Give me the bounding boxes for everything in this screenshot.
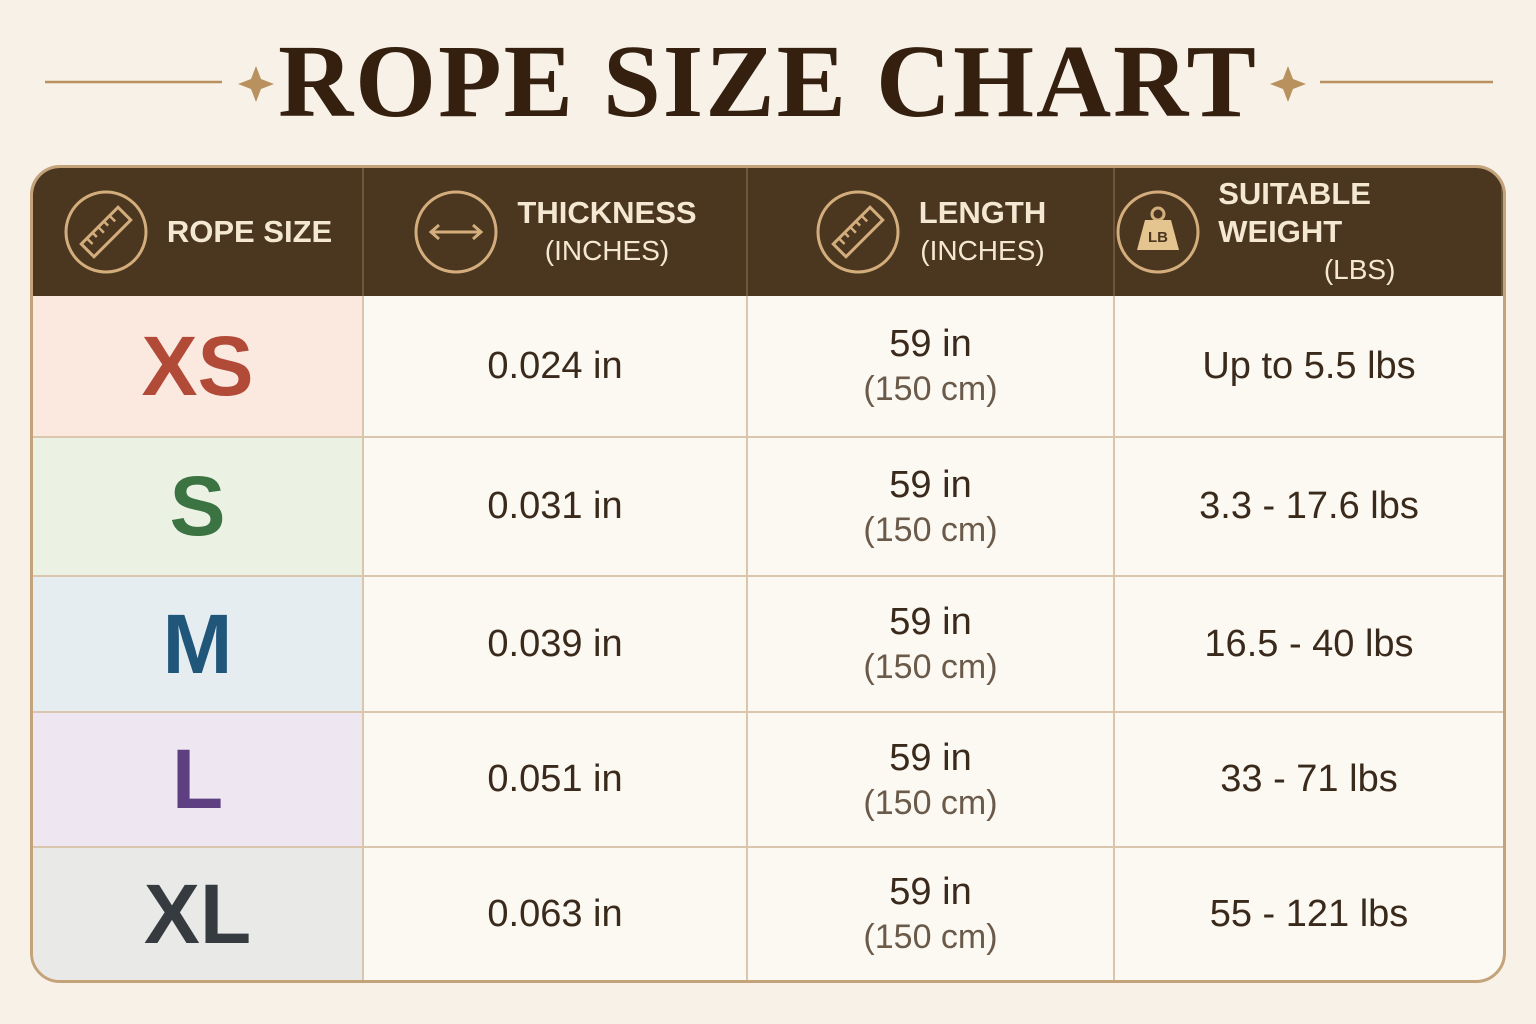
- length-value: 59 in: [889, 463, 972, 506]
- size-cell: L: [33, 713, 364, 848]
- thickness-cell: 0.039 in: [364, 577, 748, 713]
- header-sub: (INCHES): [544, 235, 670, 266]
- thickness-cell: 0.024 in: [364, 296, 748, 438]
- weight-value: 33 - 71 lbs: [1220, 758, 1398, 800]
- length-cm: (150 cm): [863, 648, 998, 686]
- header-sub: (INCHES): [920, 235, 1045, 266]
- length-cm: (150 cm): [863, 783, 998, 822]
- thickness-value: 0.039 in: [487, 622, 623, 665]
- weight-cell: Up to 5.5 lbs: [1115, 296, 1503, 438]
- thickness-value: 0.063 in: [487, 892, 623, 935]
- header-label: THICKNESS: [517, 195, 697, 230]
- header-cell: LB SUITABLE WEIGHT (LBS): [1115, 168, 1503, 296]
- size-label: M: [162, 596, 233, 691]
- weight-cell: 55 - 121 lbs: [1115, 848, 1503, 980]
- weight-value: 16.5 - 40 lbs: [1204, 622, 1414, 665]
- length-cell: 59 in (150 cm): [748, 713, 1115, 848]
- ruler-icon: [816, 190, 900, 274]
- length-cell: 59 in (150 cm): [748, 296, 1115, 438]
- length-cm: (150 cm): [863, 370, 998, 408]
- size-cell: S: [33, 438, 364, 577]
- size-label: XS: [141, 318, 254, 413]
- thickness-value: 0.031 in: [487, 485, 623, 527]
- ruler-icon: [64, 190, 148, 274]
- weight-cell: 16.5 - 40 lbs: [1115, 577, 1503, 713]
- weight-value: 55 - 121 lbs: [1209, 892, 1409, 935]
- length-cell: 59 in (150 cm): [748, 848, 1115, 980]
- header-cell: ROPE SIZE: [33, 168, 364, 296]
- title-decoration: [45, 66, 1493, 102]
- size-cell: XS: [33, 296, 364, 438]
- thickness-cell: 0.063 in: [364, 848, 748, 980]
- weight-icon: LB: [1116, 190, 1200, 274]
- length-value: 59 in: [889, 871, 972, 913]
- header-label: LENGTH: [918, 195, 1047, 230]
- size-cell: M: [33, 577, 364, 713]
- length-cell: 59 in (150 cm): [748, 438, 1115, 577]
- size-table: ROPE SIZE THICKNESS (INCHES) LENGTH (INCHE…: [30, 165, 1506, 983]
- arrow-icon: [414, 190, 498, 274]
- header-cell: LENGTH (INCHES): [748, 168, 1115, 296]
- title: ROPE SIZE CHART: [278, 24, 1258, 139]
- length-value: 59 in: [889, 601, 972, 643]
- length-value: 59 in: [889, 323, 972, 365]
- thickness-value: 0.024 in: [487, 344, 623, 387]
- weight-cell: 3.3 - 17.6 lbs: [1115, 438, 1503, 577]
- thickness-cell: 0.031 in: [364, 438, 748, 577]
- size-label: L: [171, 732, 224, 826]
- size-label: XL: [143, 866, 252, 961]
- length-cm: (150 cm): [863, 510, 998, 549]
- header-cell: THICKNESS (INCHES): [364, 168, 748, 296]
- thickness-cell: 0.051 in: [364, 713, 748, 848]
- size-label: S: [169, 459, 226, 553]
- weight-value: Up to 5.5 lbs: [1202, 344, 1416, 387]
- weight-cell: 33 - 71 lbs: [1115, 713, 1503, 848]
- length-cell: 59 in (150 cm): [748, 577, 1115, 713]
- thickness-value: 0.051 in: [487, 758, 623, 800]
- length-value: 59 in: [889, 736, 972, 779]
- header-label: SUITABLE WEIGHT: [1218, 176, 1371, 249]
- length-cm: (150 cm): [863, 918, 998, 956]
- weight-value: 3.3 - 17.6 lbs: [1199, 485, 1419, 527]
- weight-icon-label: LB: [1148, 229, 1168, 246]
- size-cell: XL: [33, 848, 364, 980]
- header-label: ROPE SIZE: [166, 214, 333, 249]
- header-sub: (LBS): [1323, 254, 1396, 285]
